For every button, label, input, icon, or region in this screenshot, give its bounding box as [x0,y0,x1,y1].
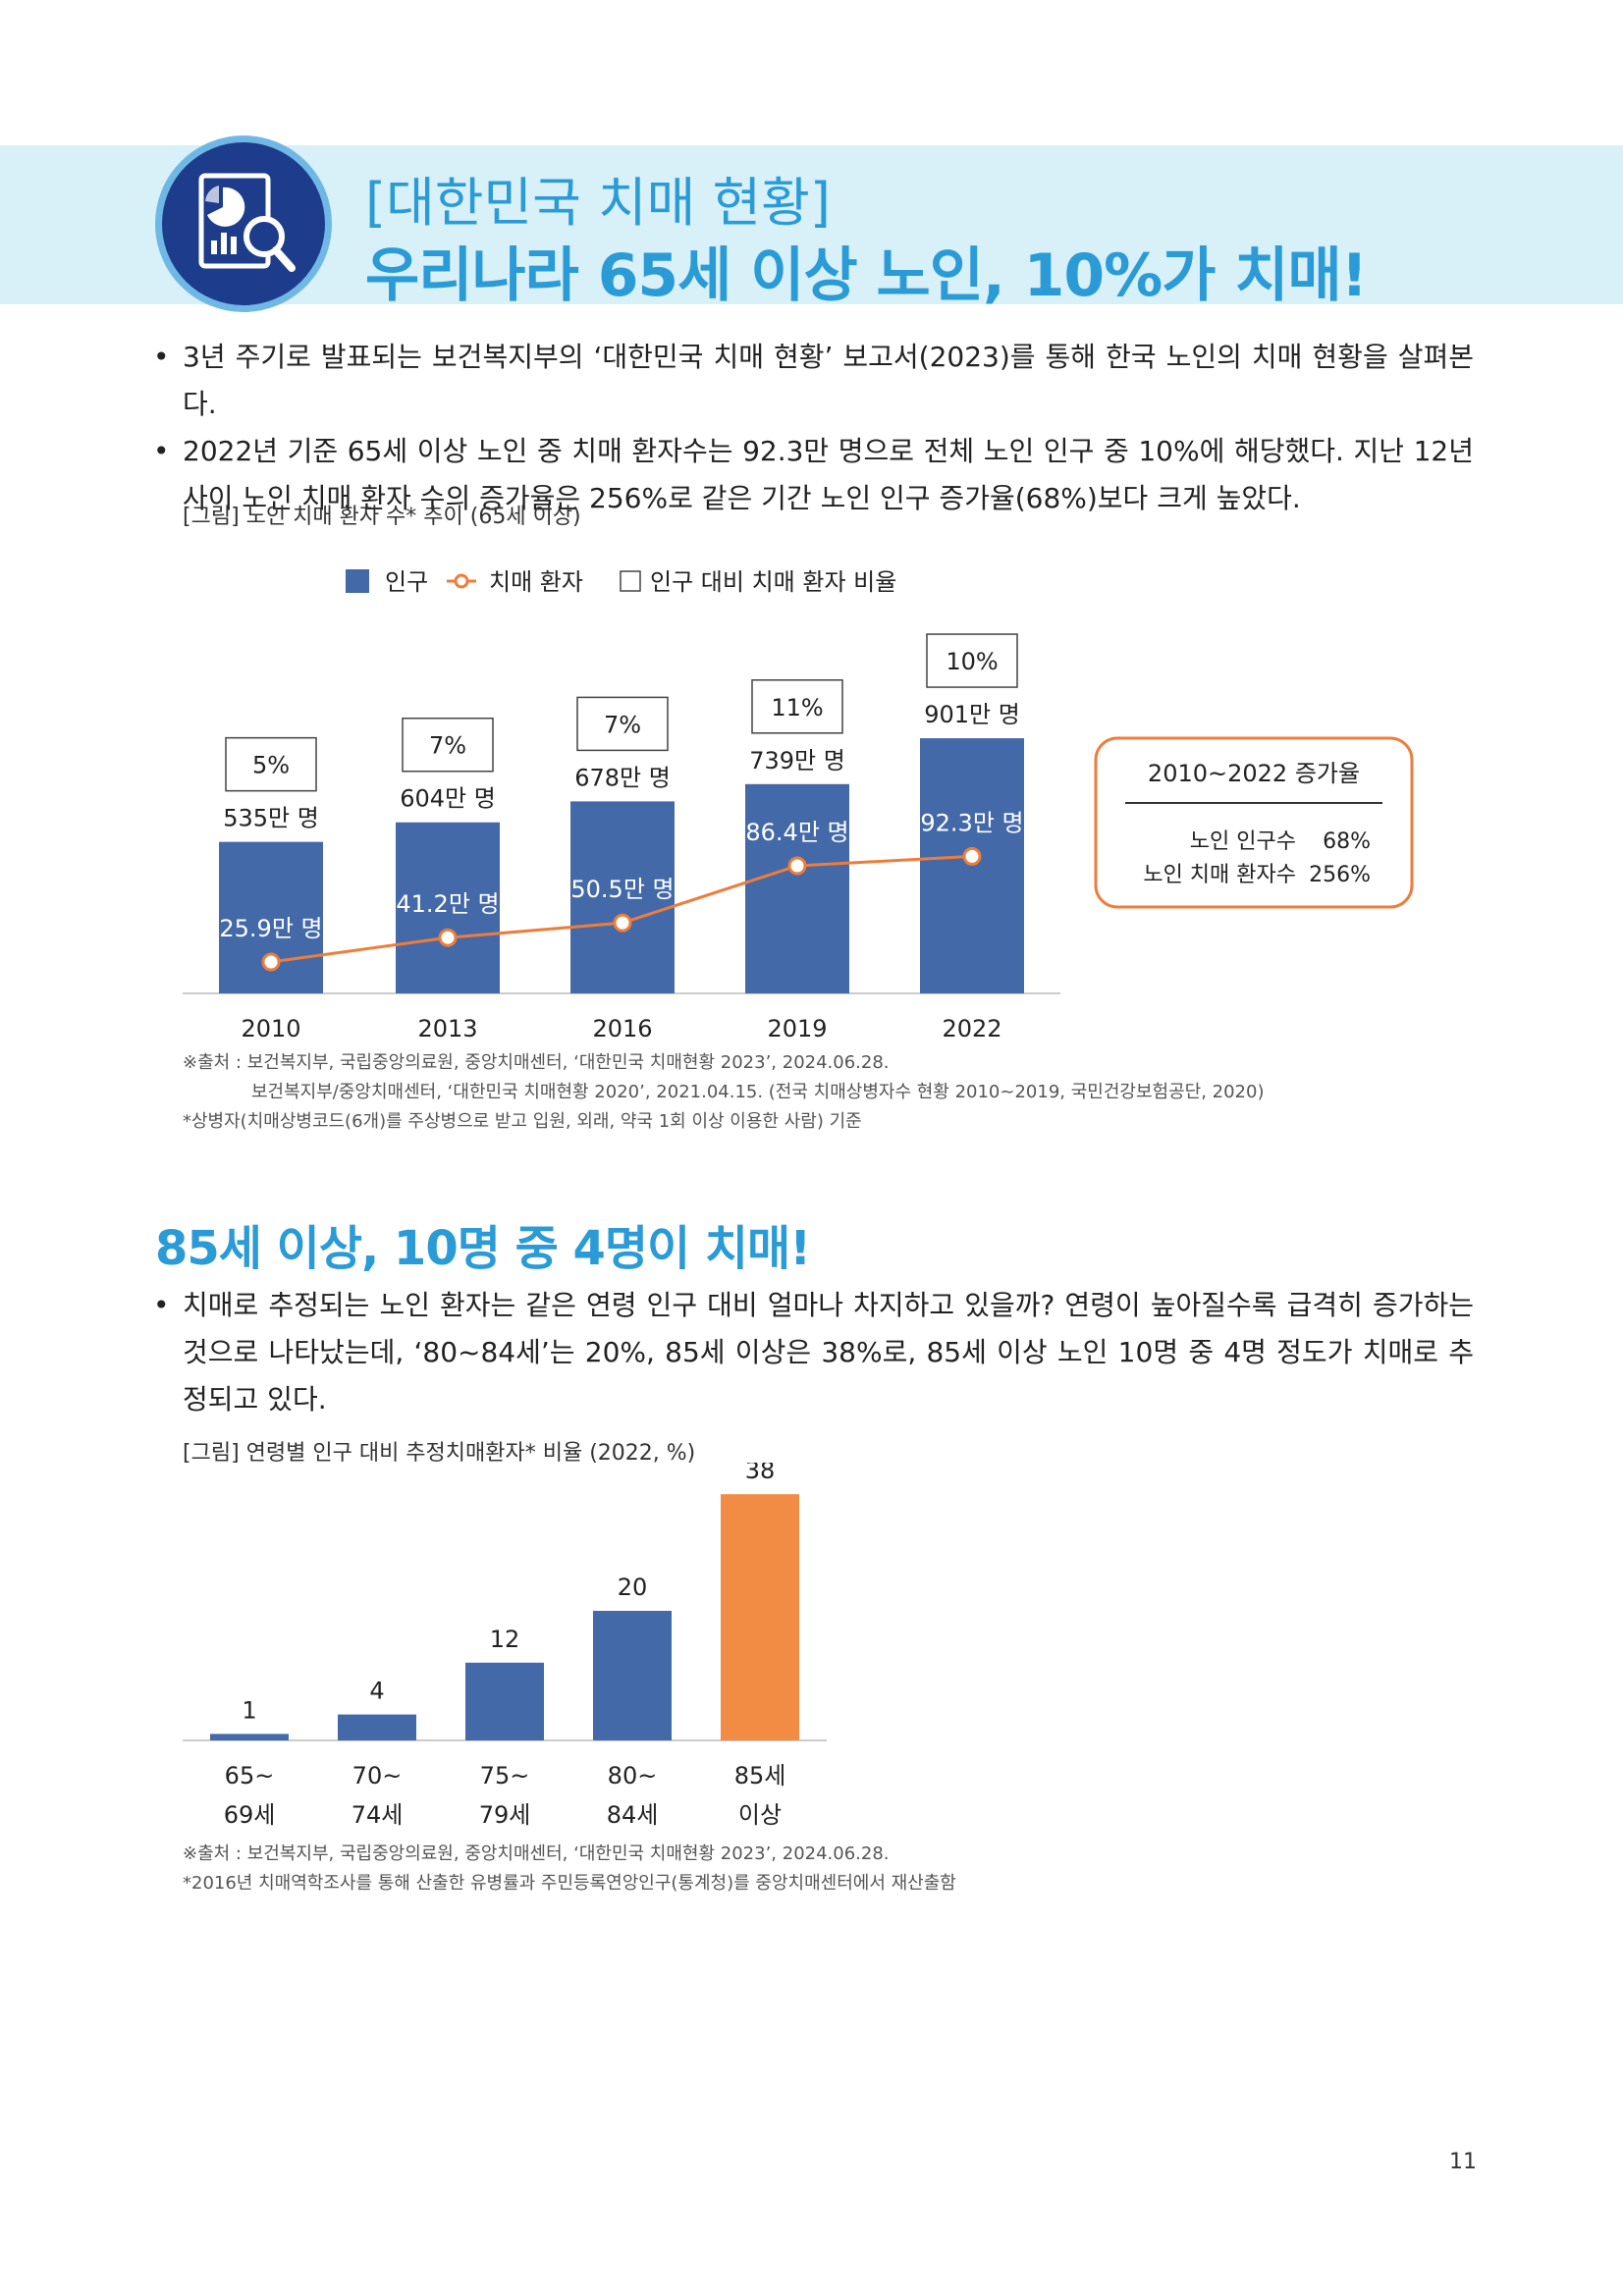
intro-bullet-2: 2022년 기준 65세 이상 노인 중 치매 환자수는 92.3만 명으로 전… [153,428,1474,522]
age-value-label-1: 4 [369,1678,384,1705]
age-tick-line1-0: 65~ [225,1762,275,1789]
growth-row-label-patients: 노인 치매 환자수 [1143,863,1296,887]
age-tick-line2-1: 74세 [352,1801,404,1829]
section2-bullet-1: 치매로 추정되는 노인 환자는 같은 연령 인구 대비 얼마나 차지하고 있을까… [153,1282,1474,1423]
chart1-caption: [그림] 노인 치매 환자 수* 추이 (65세 이상) [183,505,581,529]
population-bar-2019 [745,783,849,993]
age-tick-line2-0: 69세 [224,1801,276,1829]
age-value-label-2: 12 [490,1626,520,1653]
population-label-2013: 604만 명 [400,785,496,813]
age-tick-line2-2: 79세 [479,1801,531,1829]
chart1-source-1: ※출처 : 보건복지부, 국립중앙의료원, 중앙치매센터, ‘대한민국 치매현황… [183,1052,890,1073]
ratio-label-2013: 7% [429,732,466,760]
population-bar-2022 [920,738,1024,993]
growth-rate-box [1094,736,1414,909]
chart2-footnote: *2016년 치매역학조사를 통해 산출한 유병률과 주민등록연앙인구(통계청)… [183,1873,956,1894]
population-label-2022: 901만 명 [924,701,1020,728]
age-tick-line1-2: 75~ [480,1762,530,1789]
header-subtitle: [대한민국 치매 현황] [365,172,831,234]
legend-patients-label: 치매 환자 [489,568,583,596]
ratio-box-2010 [225,736,317,792]
population-bar-2013 [396,822,500,993]
age-tick-line2-4: 이상 [738,1801,782,1829]
patients-label-2016: 50.5만 명 [570,876,674,903]
ratio-label-2010: 5% [252,752,290,779]
x-tick-2019: 2019 [767,1015,827,1042]
chart2-caption: [그림] 연령별 인구 대비 추정치매환자* 비율 (2022, %) [183,1441,696,1466]
intro-bullet-1: 3년 주기로 발표되는 보건복지부의 ‘대한민국 치매 현황’ 보고서(2023… [153,334,1474,428]
age-tick-line1-4: 85세 [734,1762,786,1789]
section2-title: 85세 이상, 10명 중 4명이 치매! [155,1221,811,1276]
patients-point-2013 [438,928,458,947]
x-tick-2022: 2022 [942,1015,1001,1042]
legend-population-label: 인구 [385,568,428,596]
age-bar-3 [593,1611,672,1740]
ratio-label-2022: 10% [946,648,998,675]
report-chart-icon [155,135,332,312]
age-bar-2 [465,1662,544,1740]
age-bar-0 [210,1734,289,1740]
intro-bullets: 3년 주기로 발표되는 보건복지부의 ‘대한민국 치매 현황’ 보고서(2023… [153,334,1474,522]
ratio-label-2019: 11% [771,694,823,721]
ratio-label-2016: 7% [604,711,641,738]
age-bar-4 [721,1494,799,1740]
population-label-2010: 535만 명 [223,805,319,832]
chart1-source-2: 보건복지부/중앙치매센터, ‘대한민국 치매현황 2020’, 2021.04.… [251,1082,1265,1102]
patients-label-2010: 25.9만 명 [219,915,322,942]
legend-patients-marker [454,573,469,589]
x-tick-2013: 2013 [417,1015,477,1042]
age-value-label-4: 38 [745,1463,776,1484]
ratio-box-2022 [926,633,1018,688]
page-number: 11 [1449,2150,1477,2174]
section2-bullets: 치매로 추정되는 노인 환자는 같은 연령 인구 대비 얼마나 차지하고 있을까… [153,1282,1474,1423]
patients-point-2019 [787,856,807,876]
age-tick-line1-1: 70~ [352,1762,403,1789]
age-value-label-0: 1 [242,1696,256,1724]
ratio-box-2016 [576,696,669,752]
legend-ratio-swatch [620,570,641,592]
patients-label-2013: 41.2만 명 [396,890,499,918]
population-label-2016: 678만 명 [574,764,671,791]
ratio-box-2013 [402,717,494,773]
population-label-2019: 739만 명 [749,747,845,774]
patients-point-2022 [962,846,982,866]
legend-ratio-label: 인구 대비 치매 환자 비율 [650,568,896,596]
growth-row-label-population: 노인 인구수 [1190,829,1296,854]
patients-point-2010 [261,952,281,972]
age-tick-line1-3: 80~ [608,1762,658,1789]
patients-point-2016 [613,913,632,933]
population-bar-2016 [570,801,675,993]
patients-label-2022: 92.3만 명 [920,809,1023,836]
patients-label-2019: 86.4만 명 [745,819,848,846]
growth-rate-title: 2010~2022 증가율 [1148,760,1360,787]
x-tick-2010: 2010 [241,1015,300,1042]
growth-row-value-population: 68% [1323,829,1371,854]
ratio-box-2019 [751,679,843,734]
x-tick-2016: 2016 [592,1015,652,1042]
dementia-trend-chart: 인구 치매 환자 인구 대비 치매 환자 비율 535만 명 5% 25.9만 명 6… [183,568,1414,1042]
age-value-label-3: 20 [618,1574,648,1601]
chart1-footnote: *상병자(치매상병코드(6개)를 주상병으로 받고 입원, 외래, 약국 1회 … [183,1111,862,1132]
age-bar-1 [338,1714,416,1740]
growth-row-value-patients: 256% [1309,863,1371,887]
chart2-source-1: ※출처 : 보건복지부, 국립중앙의료원, 중앙치매센터, ‘대한민국 치매현황… [183,1843,890,1864]
header-title: 우리나라 65세 이상 노인, 10%가 치매! [365,241,1368,310]
age-tick-line2-3: 84세 [607,1801,659,1829]
legend-population-swatch [346,569,369,593]
